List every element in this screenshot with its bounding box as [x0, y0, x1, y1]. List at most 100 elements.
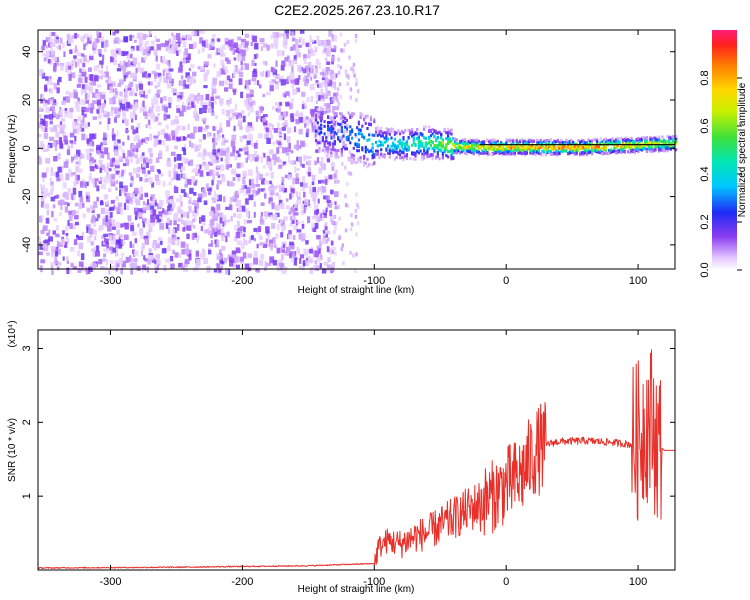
- spectrogram-cell: [307, 61, 312, 67]
- spectrogram-cell: [184, 223, 189, 230]
- spectrogram-cell: [345, 147, 348, 151]
- spectrogram-cell: [258, 173, 263, 181]
- spectrogram-cell: [249, 262, 253, 267]
- spectrogram-cell: [301, 186, 306, 192]
- spectrogram-cell: [472, 149, 475, 152]
- spectrogram-cell: [512, 141, 515, 145]
- spectrogram-cell: [184, 183, 188, 188]
- spectrogram-cell: [100, 151, 105, 159]
- spectrogram-cell: [201, 118, 205, 123]
- spectrogram-cell: [135, 159, 140, 164]
- spectrogram-cell: [534, 153, 537, 157]
- spectrogram-cell: [411, 151, 414, 155]
- spectrogram-cell: [642, 136, 645, 140]
- spectrogram-cell: [265, 226, 270, 234]
- spectrogram-cell: [584, 145, 587, 149]
- spectrogram-cell: [378, 139, 381, 143]
- spectrogram-cell: [639, 147, 642, 151]
- spectrogram-frame: [37, 29, 676, 270]
- spectrogram-cell: [123, 36, 129, 43]
- spectrogram-cell: [115, 247, 118, 252]
- spectrogram-cell: [130, 111, 135, 119]
- spectrogram-cell: [180, 75, 184, 80]
- spectrogram-cell: [248, 133, 253, 139]
- spectrogram-cell: [68, 74, 72, 81]
- spectrogram-cell: [50, 172, 56, 177]
- spectrogram-cell: [47, 238, 50, 245]
- spectrogram-cell: [77, 77, 83, 84]
- spectrogram-cell: [423, 136, 426, 140]
- spectrogram-cell: [96, 99, 101, 105]
- spectrogram-cell: [258, 259, 264, 266]
- spectrogram-cell: [541, 153, 544, 157]
- spectrogram-cell: [351, 111, 354, 115]
- spectrogram-cell: [334, 251, 337, 256]
- spectrogram-cell: [344, 203, 348, 208]
- spectrogram-cell: [266, 91, 271, 96]
- spectrogram-cell: [154, 35, 157, 41]
- spectrogram-cell: [354, 161, 357, 164]
- spectrogram-cell: [149, 153, 153, 158]
- spectrogram-cell: [136, 265, 141, 271]
- spectrogram-cell: [181, 248, 187, 255]
- spectrogram-cell: [132, 57, 138, 64]
- spectrogram-cell: [208, 161, 213, 166]
- spectrogram-cell: [259, 219, 265, 225]
- spectrogram-cell: [251, 77, 257, 82]
- spectrogram-cell: [45, 157, 51, 164]
- spectrogram-cell: [266, 44, 270, 51]
- spectrogram-cell: [333, 125, 337, 132]
- spectrogram-cell: [277, 141, 282, 145]
- spectrogram-cell: [443, 148, 446, 152]
- spectrogram-cell: [80, 253, 85, 261]
- spectrogram-cell: [316, 58, 320, 66]
- spectrogram-cell: [114, 159, 120, 166]
- spectrogram-cell: [51, 210, 54, 218]
- spectrogram-cell: [112, 53, 118, 58]
- spectrogram-cell: [135, 67, 138, 74]
- spectrogram-cell: [565, 146, 568, 150]
- spectrogram-cell: [95, 93, 100, 98]
- spectrogram-cell: [165, 124, 169, 130]
- spectrogram-cell: [89, 232, 93, 238]
- spectrogram-cell: [340, 125, 343, 129]
- spectrogram-cell: [165, 136, 171, 141]
- spectrogram-cell: [211, 109, 214, 116]
- spectrogram-cell: [91, 178, 95, 184]
- spectrogram-cell: [58, 174, 64, 181]
- spectrogram-cell: [505, 145, 508, 148]
- spectrogram-cell: [167, 227, 171, 234]
- spectrogram-cell: [98, 159, 103, 165]
- spectrogram-cell: [220, 261, 225, 265]
- spectrogram-cell: [467, 150, 470, 153]
- spectrogram-cell: [240, 91, 244, 99]
- spectrogram-cell: [43, 132, 49, 139]
- spectrogram-cell: [577, 146, 580, 150]
- spectrogram-cell: [397, 152, 400, 156]
- spectrogram-cell: [285, 101, 290, 107]
- spectrogram-cell: [322, 212, 327, 218]
- spectrogram-cell: [95, 245, 100, 252]
- spectrogram-cell: [90, 205, 93, 210]
- spectrogram-cell: [91, 262, 96, 270]
- spectrogram-cell: [221, 44, 226, 50]
- spectrogram-cell: [173, 185, 177, 192]
- spectrogram-cell: [149, 81, 153, 86]
- spectrogram-cell: [43, 246, 49, 252]
- spectrogram-cell: [431, 153, 434, 157]
- spectrogram-cell: [203, 229, 209, 234]
- spectrogram-cell: [338, 236, 341, 241]
- spectrogram-cell: [85, 191, 91, 196]
- spectrogram-cell: [426, 149, 429, 153]
- spectrogram-cell: [216, 38, 221, 42]
- spectrogram-cell: [493, 147, 496, 151]
- spectrogram-cell: [239, 225, 244, 231]
- spectrogram-cell: [96, 150, 101, 155]
- spectrogram-cell: [280, 246, 286, 253]
- spectrogram-cell: [113, 262, 117, 269]
- spectrogram-cell: [659, 139, 662, 143]
- spectrogram-cell: [483, 145, 486, 149]
- spectrogram-cell: [412, 157, 415, 161]
- spectrogram-cell: [84, 107, 90, 113]
- spectrogram-cell: [440, 136, 443, 140]
